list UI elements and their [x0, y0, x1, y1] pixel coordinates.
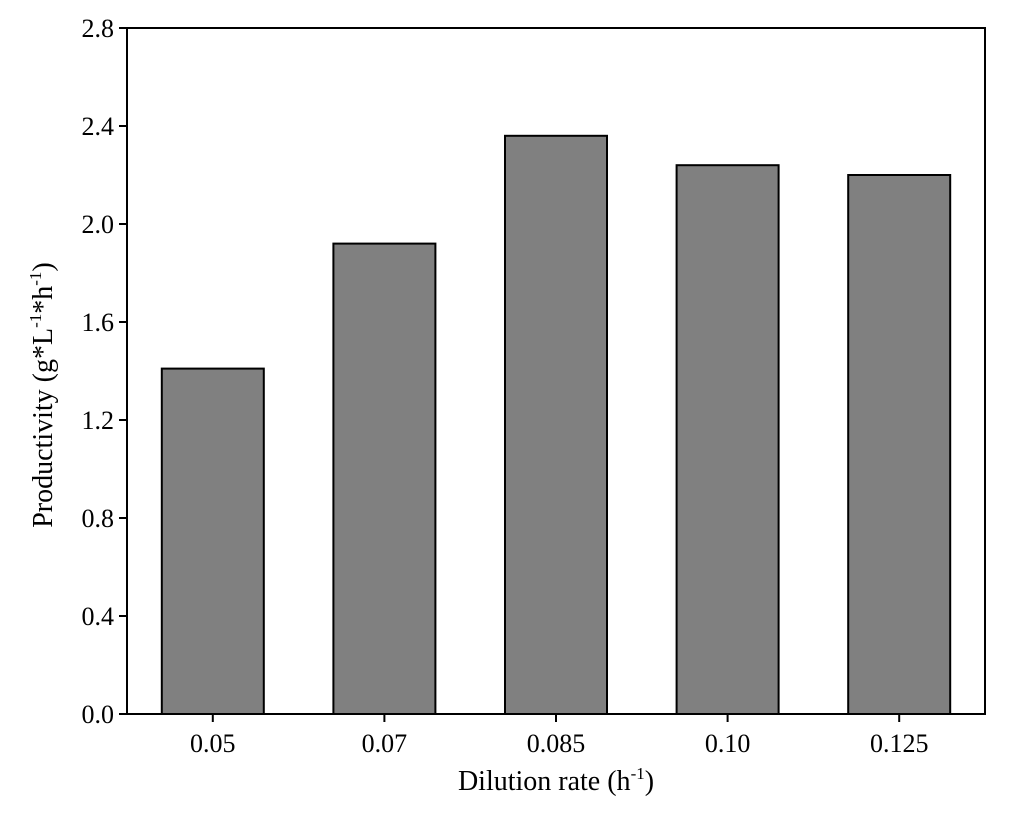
x-axis-title-sup: -1 — [631, 764, 645, 783]
bar-0.125 — [847, 174, 952, 715]
bars-layer — [160, 134, 952, 716]
bar-0.07 — [332, 242, 437, 715]
y-tick-label: 2.0 — [82, 210, 115, 239]
x-tick-label: 0.10 — [705, 729, 751, 758]
x-axis-title: Dilution rate (h-1) — [458, 764, 654, 797]
x-tick-label: 0.05 — [190, 729, 236, 758]
y-axis-title-text: *h — [28, 286, 59, 314]
y-tick-label: 0.4 — [82, 602, 115, 631]
bar-0.05 — [160, 367, 265, 715]
x-axis-title-text: Dilution rate (h — [458, 766, 631, 797]
y-tick-label: 1.2 — [82, 406, 115, 435]
y-tick-label: 2.4 — [82, 112, 115, 141]
x-tick-label: 0.085 — [527, 729, 586, 758]
y-axis-title-text: ) — [28, 262, 59, 271]
y-axis: 0.0 0.4 0.8 1.2 1.6 2.0 2.4 2.8 — [82, 14, 127, 729]
x-axis-title-close: ) — [645, 766, 654, 797]
bar-0.085 — [504, 134, 608, 716]
bar-0.10 — [675, 164, 780, 715]
y-tick-label: 0.8 — [82, 504, 115, 533]
y-axis-title-sup: -1 — [26, 314, 45, 328]
y-tick-label: 2.8 — [82, 14, 115, 43]
y-axis-title-text: Productivity (g*L — [28, 328, 59, 528]
x-tick-label: 0.125 — [870, 729, 929, 758]
y-axis-title-sup: -1 — [26, 272, 45, 286]
x-tick-label: 0.07 — [362, 729, 408, 758]
y-tick-label: 0.0 — [82, 700, 115, 729]
y-axis-title: Productivity (g*L-1*h-1) — [26, 262, 59, 528]
x-axis: 0.05 0.07 0.085 0.10 0.125 — [190, 714, 928, 758]
y-tick-label: 1.6 — [82, 308, 115, 337]
